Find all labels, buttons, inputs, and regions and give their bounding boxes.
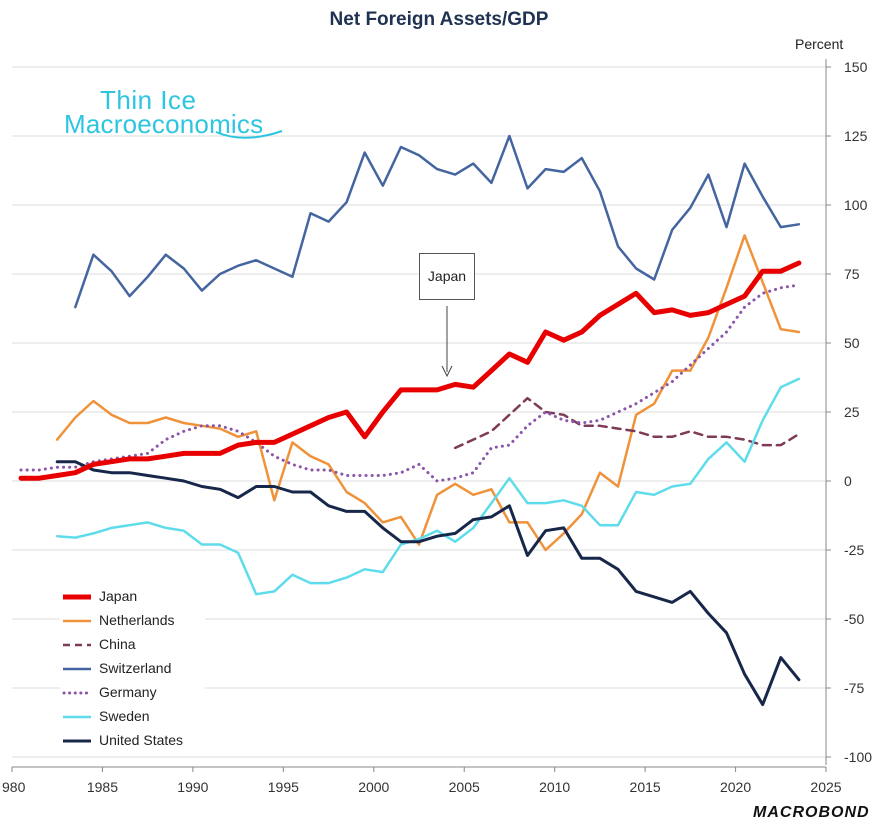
japan-callout-box: Japan: [419, 253, 475, 300]
legend-label-sweden: Sweden: [99, 708, 150, 724]
series-line-sweden: [55, 377, 801, 596]
legend-item-netherlands: Netherlands: [60, 610, 205, 634]
legend-item-germany: Germany: [60, 682, 205, 706]
x-tick-label: 2020: [720, 779, 751, 795]
macrobond-logo: MACROBOND: [753, 804, 870, 821]
axes: [11, 59, 831, 772]
legend-label-netherlands: Netherlands: [99, 612, 175, 628]
legend-item-china: China: [60, 634, 205, 658]
legend-item-usa: United States: [60, 730, 205, 754]
series-line-netherlands: [55, 234, 801, 552]
y-tick-label: 125: [844, 128, 868, 144]
legend-label-germany: Germany: [99, 684, 157, 700]
x-tick-label: 1990: [177, 779, 208, 795]
legend-item-japan: Japan: [60, 586, 205, 610]
series-layer: [18, 134, 802, 707]
chart-title: Net Foreign Assets/GDP: [329, 9, 549, 30]
legend-label-japan: Japan: [99, 588, 138, 604]
y-tick-label: 75: [844, 266, 860, 282]
x-tick-label: 2005: [449, 779, 480, 795]
y-tick-label: -75: [844, 680, 864, 696]
x-tick-label: 2000: [358, 779, 389, 795]
legend-swatch-japan: [63, 594, 91, 600]
x-tick-label: 1995: [268, 779, 299, 795]
series-line-china: [453, 396, 801, 450]
legend-label-switzerland: Switzerland: [99, 660, 172, 676]
y-tick-label: -50: [844, 611, 864, 627]
y-tick-label: 100: [844, 197, 868, 213]
chart-legend: Japan Netherlands China Switzerland Germ…: [60, 586, 205, 754]
thin-ice-watermark-logo: Thin Ice Macroeconomics: [64, 85, 284, 139]
legend-item-switzerland: Switzerland: [60, 658, 205, 682]
legend-item-sweden: Sweden: [60, 706, 205, 730]
legend-swatch-china: [63, 643, 91, 647]
annotation-arrow: [441, 306, 453, 378]
series-line-usa: [55, 460, 801, 707]
tick-labels: 150 125 100 75 50 25 0 -25 -50 -75 -100 980 1985 1990…: [2, 59, 872, 795]
legend-swatch-usa: [63, 739, 91, 743]
legend-swatch-netherlands: [63, 619, 91, 623]
y-axis-unit-label: Percent: [795, 36, 844, 52]
watermark-line2: Macroeconomics: [64, 109, 264, 139]
y-tick-label: -25: [844, 542, 864, 558]
x-tick-label: 2015: [630, 779, 661, 795]
annotation-arrow-head: [441, 365, 453, 378]
y-tick-label: 0: [844, 473, 852, 489]
y-tick-label: 25: [844, 404, 860, 420]
y-tick-label: -100: [844, 749, 872, 765]
legend-swatch-sweden: [63, 715, 91, 719]
y-tick-label: 150: [844, 59, 868, 75]
legend-swatch-germany: [62, 691, 93, 695]
x-tick-label: 2025: [810, 779, 841, 795]
series-line-switzerland: [74, 134, 801, 309]
y-tick-label: 50: [844, 335, 860, 351]
x-tick-label: 2010: [539, 779, 570, 795]
series-line-japan: [18, 260, 802, 481]
x-tick-label: 980: [2, 779, 26, 795]
legend-label-china: China: [99, 636, 136, 652]
legend-label-usa: United States: [99, 732, 184, 748]
watermark-line1: Thin Ice: [100, 85, 197, 115]
legend-swatch-switzerland: [63, 667, 91, 671]
watermark-swoosh-icon: [215, 130, 283, 139]
x-tick-label: 1985: [87, 779, 118, 795]
